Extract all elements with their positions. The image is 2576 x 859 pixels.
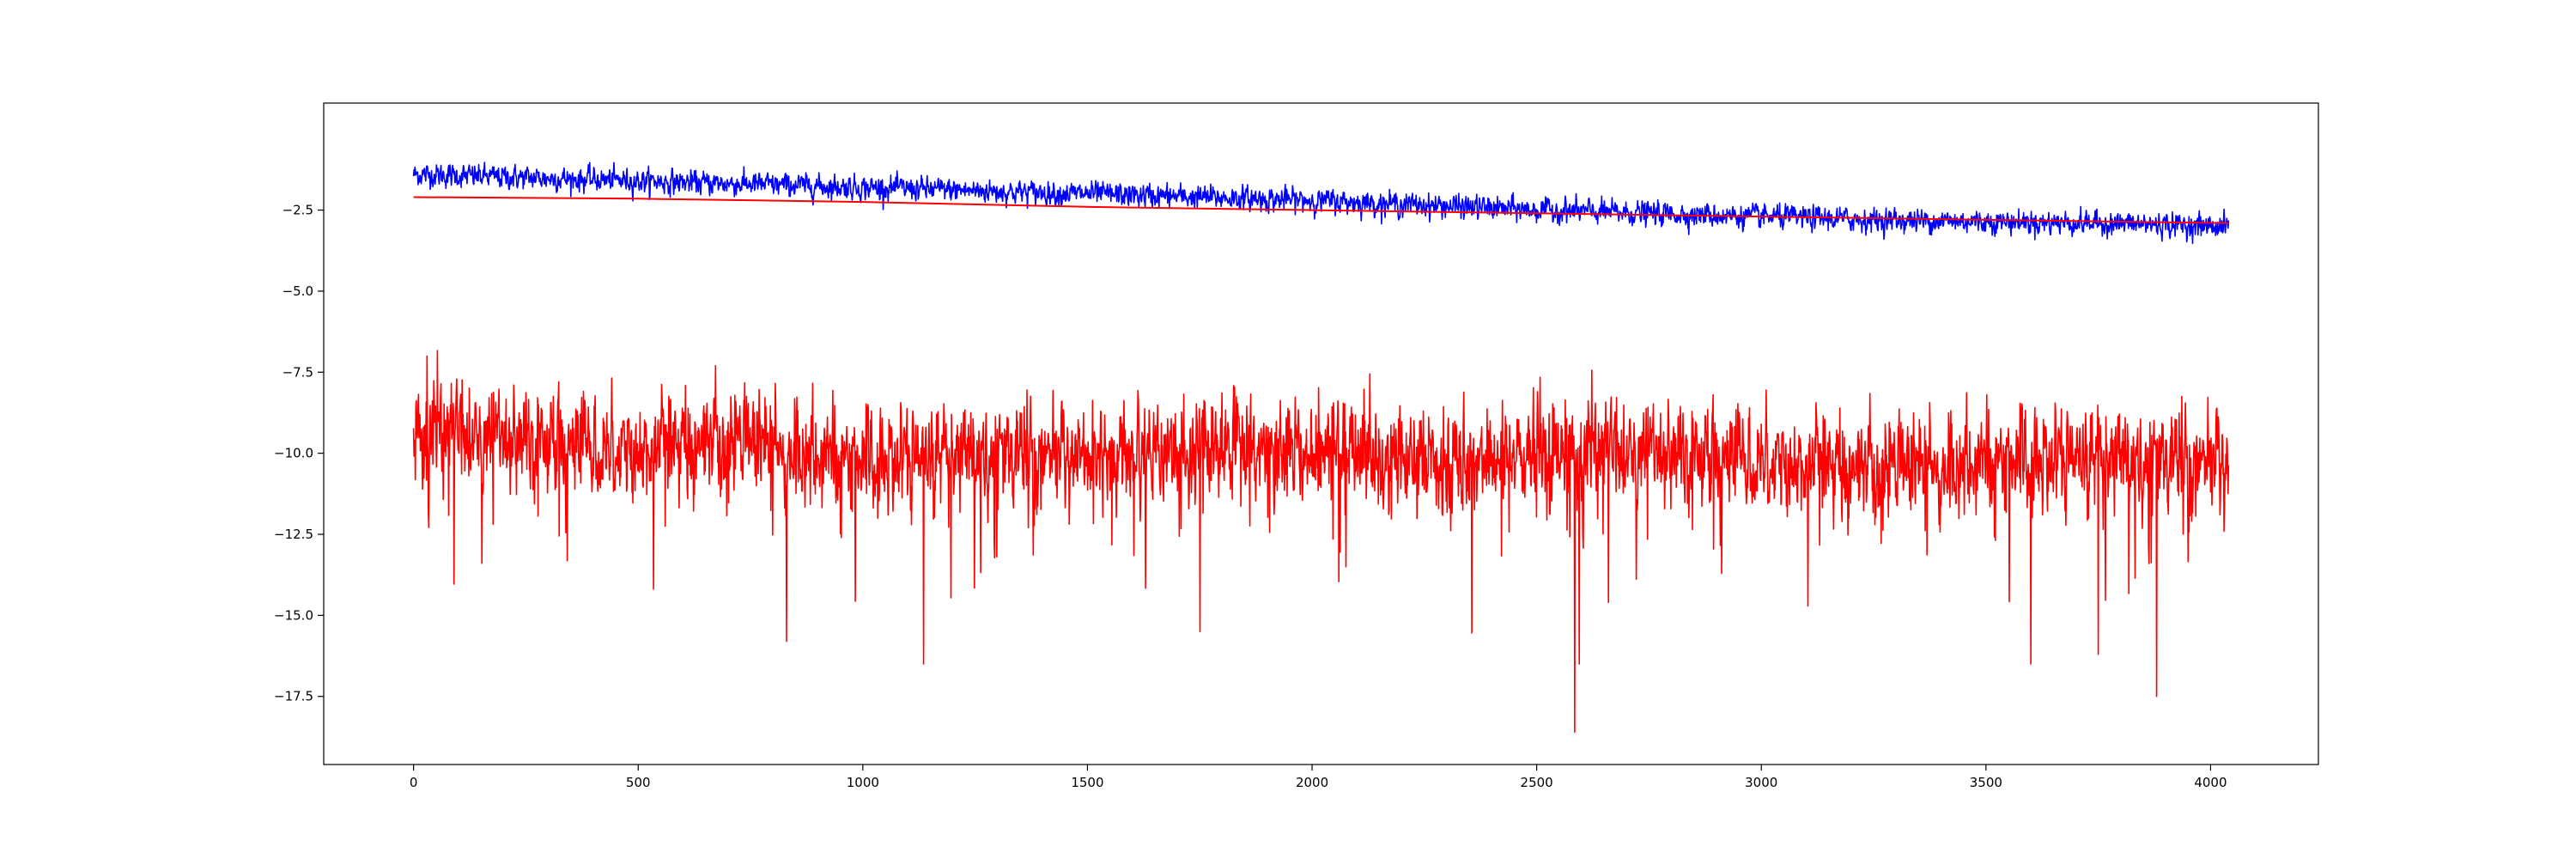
x-tick-label: 4000 — [2194, 775, 2227, 790]
series-line-2 — [413, 196, 2229, 224]
y-tick-label: −12.5 — [274, 527, 313, 542]
x-tick-label: 1000 — [847, 775, 879, 790]
x-tick-label: 500 — [626, 775, 651, 790]
y-tick-label: −15.0 — [274, 607, 313, 623]
series-layer — [412, 161, 2230, 734]
x-tick-label: 1500 — [1071, 775, 1103, 790]
x-tick-label: 3500 — [1970, 775, 2002, 790]
x-tick-label: 0 — [410, 775, 418, 790]
x-tick-label: 2500 — [1521, 775, 1553, 790]
x-tick-label: 3000 — [1745, 775, 1777, 790]
series-line-1 — [412, 161, 2230, 245]
axes-layer: 0 500 1000 1500 2000 2500 3000 3500 4000 −2.5 −5.0… — [274, 102, 2319, 790]
y-tick-label: −7.5 — [283, 364, 313, 380]
axes-frame — [323, 102, 2319, 765]
y-tick-label: −10.0 — [274, 446, 313, 461]
y-tick-label: −17.5 — [274, 689, 313, 704]
x-tick-label: 2000 — [1296, 775, 1328, 790]
y-tick-label: −5.0 — [283, 283, 313, 299]
series-line-3 — [412, 350, 2230, 734]
y-tick-label: −2.5 — [283, 203, 313, 218]
